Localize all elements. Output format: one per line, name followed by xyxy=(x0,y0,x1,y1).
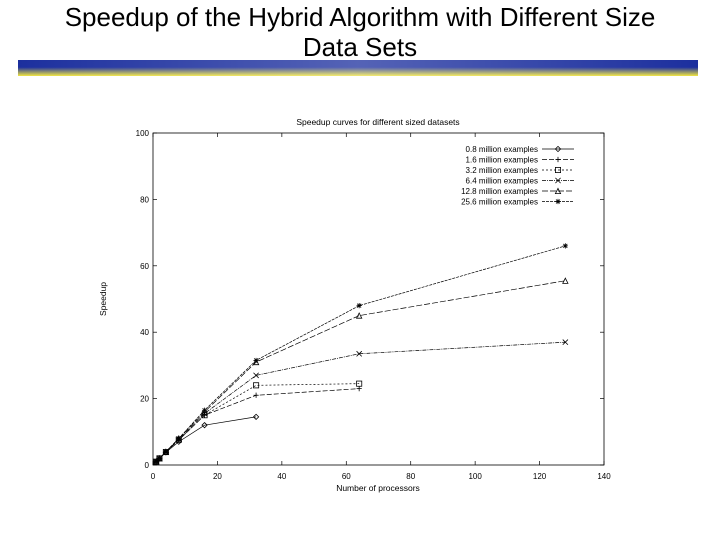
data-point xyxy=(562,243,568,249)
data-point xyxy=(562,339,569,346)
data-point xyxy=(176,435,182,442)
legend: 0.8 million examples 1.6 million examples… xyxy=(461,145,574,207)
x-tick-label: 80 xyxy=(406,472,415,481)
legend-label: 0.8 million examples xyxy=(466,145,538,154)
x-tick-label: 60 xyxy=(342,472,351,481)
y-tick-label: 60 xyxy=(140,262,149,271)
legend-marker xyxy=(554,187,562,195)
y-tick-label: 80 xyxy=(140,195,149,204)
legend-marker xyxy=(555,177,561,184)
data-point xyxy=(253,392,259,398)
data-point xyxy=(253,357,259,364)
legend-marker xyxy=(555,156,561,163)
y-tick-label: 0 xyxy=(145,461,150,470)
series-layer xyxy=(152,243,569,465)
legend-marker xyxy=(554,145,562,153)
series-line xyxy=(155,280,566,462)
legend-item: 12.8 million examples xyxy=(461,187,574,196)
x-tick-label: 20 xyxy=(213,472,222,481)
legend-marker xyxy=(555,166,562,173)
data-point xyxy=(163,449,169,455)
x-tick-label: 40 xyxy=(277,472,286,481)
data-point xyxy=(356,303,362,309)
series-line xyxy=(155,341,566,462)
slide-title-line-2: Data Sets xyxy=(302,32,418,62)
legend-item: 0.8 million examples xyxy=(466,145,574,154)
title-underline-rule xyxy=(18,60,698,76)
series-3 xyxy=(153,380,363,465)
chart-title: Speedup curves for different sized datas… xyxy=(296,117,459,127)
ticks-layer: 0 20 40 60 80 100 120 140 0 20 40 60 80 100 xyxy=(136,129,612,481)
series-6 xyxy=(153,243,568,465)
legend-item: 25.6 million examples xyxy=(461,198,574,207)
data-point xyxy=(201,407,208,413)
legend-label: 25.6 million examples xyxy=(461,198,538,207)
slide-title: Speedup of the Hybrid Algorithm with Dif… xyxy=(0,2,720,62)
x-tick-label: 0 xyxy=(151,472,156,481)
y-tick-label: 20 xyxy=(140,395,149,404)
legend-item: 6.4 million examples xyxy=(466,177,574,186)
legend-label: 3.2 million examples xyxy=(466,166,538,175)
data-point xyxy=(252,413,260,421)
data-point xyxy=(156,455,163,461)
x-tick-label: 140 xyxy=(597,472,611,481)
data-point xyxy=(356,380,363,387)
data-point xyxy=(153,459,159,465)
x-axis-label: Number of processors xyxy=(336,483,420,493)
data-point xyxy=(356,350,363,357)
slide-title-line-1: Speedup of the Hybrid Algorithm with Dif… xyxy=(64,2,656,32)
data-point xyxy=(356,386,362,392)
legend-item: 1.6 million examples xyxy=(466,156,574,165)
y-axis-label: Speedup xyxy=(98,282,108,316)
legend-label: 6.4 million examples xyxy=(466,177,538,186)
y-tick-label: 40 xyxy=(140,328,149,337)
series-line xyxy=(155,416,257,462)
legend-label: 1.6 million examples xyxy=(466,156,538,165)
data-point xyxy=(355,312,363,319)
series-4 xyxy=(153,339,569,465)
legend-marker xyxy=(555,198,561,205)
series-2 xyxy=(153,386,362,465)
data-point xyxy=(201,421,208,429)
data-point xyxy=(562,277,569,284)
x-tick-label: 100 xyxy=(468,472,482,481)
legend-item: 3.2 million examples xyxy=(466,166,574,175)
plot-frame xyxy=(152,132,605,466)
x-tick-label: 120 xyxy=(533,472,547,481)
legend-label: 12.8 million examples xyxy=(461,187,538,196)
series-line xyxy=(155,388,360,462)
data-point xyxy=(253,372,259,379)
series-5 xyxy=(152,277,569,465)
y-tick-label: 100 xyxy=(136,129,150,138)
series-1 xyxy=(153,413,260,465)
data-point xyxy=(253,382,260,389)
